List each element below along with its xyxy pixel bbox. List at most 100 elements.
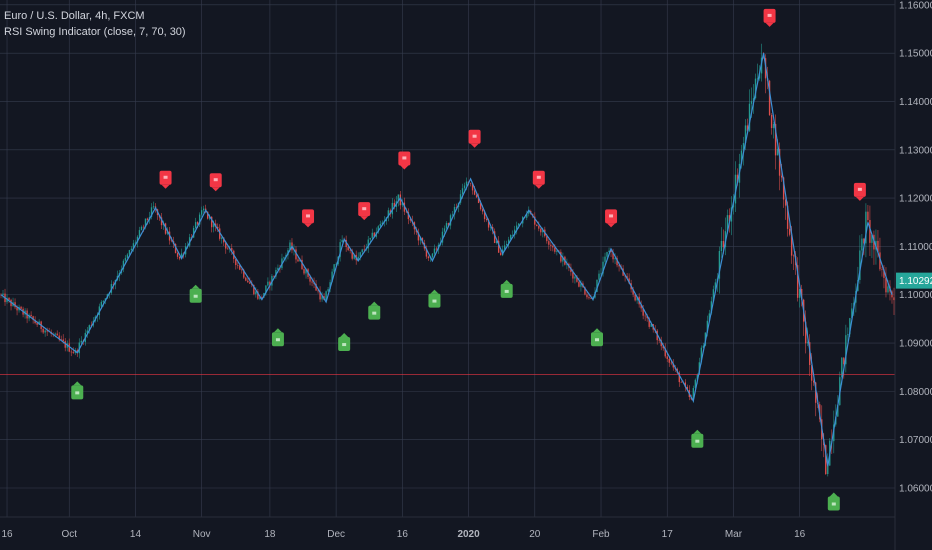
candle-body [447, 223, 450, 226]
buy-marker-pointer [370, 301, 379, 306]
candle-body [845, 335, 847, 365]
sell-marker-pointer [360, 216, 369, 221]
buy-marker-glyph [504, 289, 509, 293]
candle-body [20, 306, 22, 309]
y-tick-label: 1.06000 [899, 484, 932, 495]
candle-body [642, 308, 644, 316]
candle-body [399, 194, 402, 206]
candle-body [542, 229, 544, 233]
candle-body [792, 255, 795, 257]
candle-body [728, 215, 731, 222]
candle-body [194, 222, 197, 228]
candle-body [349, 250, 351, 251]
sell-signal-marker [605, 209, 618, 228]
candle-body [847, 334, 849, 336]
candle-body [359, 252, 361, 257]
candle-body [401, 202, 404, 206]
candle-body [632, 289, 634, 295]
candle-body [142, 226, 145, 228]
candle-body [353, 254, 355, 259]
price-axis[interactable]: 1.16000 1.15000 1.14000 1.13000 1.12000 1.110… [894, 0, 932, 550]
sell-signal-marker [302, 209, 315, 228]
candle-body [463, 185, 466, 189]
candle-body [720, 240, 723, 252]
candle-body [62, 339, 64, 342]
sell-marker-glyph [472, 134, 477, 138]
buy-marker-glyph [193, 294, 198, 298]
candle-body [477, 197, 480, 204]
sell-signal-marker [398, 151, 411, 170]
sell-marker-pointer [304, 223, 313, 228]
candle-body [124, 257, 127, 261]
candle-body [265, 285, 267, 294]
candle-body [351, 250, 353, 259]
candle-body [510, 235, 512, 240]
candle-body [718, 251, 721, 279]
candle-body [363, 249, 365, 251]
candle-body [616, 258, 618, 266]
candle-body [369, 237, 371, 240]
candle-body [610, 250, 612, 252]
symbol-title[interactable]: Euro / U.S. Dollar, 4h, FXCM [4, 10, 145, 22]
candle-body [345, 239, 347, 248]
candle-body [36, 323, 38, 325]
candle-body [536, 224, 538, 227]
candle-body [736, 174, 739, 183]
buy-marker-glyph [432, 299, 437, 303]
candle-body [596, 279, 598, 292]
candle-body [325, 291, 327, 300]
candle-body [813, 380, 815, 383]
candle-body [604, 256, 606, 262]
candle-body [483, 211, 486, 219]
candle-body [588, 297, 590, 299]
candle-body [393, 202, 396, 207]
candle-body [636, 296, 638, 301]
sell-marker-glyph [163, 175, 168, 179]
candle-body [694, 379, 697, 389]
candle-body [112, 284, 115, 285]
candle-body [600, 273, 602, 275]
sell-marker-pointer [161, 184, 170, 189]
candle-body [742, 143, 745, 151]
buy-signal-marker [189, 284, 202, 303]
candle-body [762, 57, 765, 59]
sell-marker-pointer [211, 187, 220, 192]
buy-signal-marker [428, 289, 441, 308]
candle-body [329, 282, 331, 290]
candle-body [176, 253, 179, 257]
buy-marker-pointer [502, 279, 511, 284]
last-price-box [896, 272, 932, 289]
candle-body [192, 227, 195, 238]
candle-body [505, 243, 508, 246]
buy-signal-marker [338, 333, 351, 352]
candle-body [644, 315, 646, 317]
candle-body [419, 237, 422, 241]
y-tick-label: 1.10000 [899, 290, 932, 301]
sell-marker-glyph [536, 175, 541, 179]
candle-body [696, 374, 699, 380]
x-tick-label: 14 [130, 529, 142, 540]
sell-marker-glyph [402, 156, 407, 160]
candle-body [489, 227, 492, 228]
chart-grid [0, 0, 895, 517]
candle-body [213, 223, 215, 228]
candle-body [451, 214, 454, 216]
candle-body [493, 231, 496, 244]
candle-body [146, 218, 149, 220]
candle-body [16, 307, 18, 311]
y-tick-label: 1.14000 [899, 97, 932, 108]
rsi-swing-line [0, 52, 893, 467]
candle-body [170, 240, 173, 242]
indicator-title[interactable]: RSI Swing Indicator (close, 7, 70, 30) [4, 26, 186, 38]
x-tick-label: 18 [264, 529, 276, 540]
candle-body [512, 234, 514, 236]
candle-body [552, 245, 554, 248]
buy-marker-glyph [595, 338, 600, 342]
sell-marker-glyph [609, 214, 614, 218]
y-tick-label: 1.11000 [899, 242, 932, 253]
candle-body [317, 290, 319, 292]
time-axis[interactable]: 16 Oct 14 Nov 18 Dec 16 2020 20 Feb 17 Mar 16 [0, 516, 895, 540]
candle-body [692, 388, 695, 400]
candle-body [618, 265, 620, 267]
